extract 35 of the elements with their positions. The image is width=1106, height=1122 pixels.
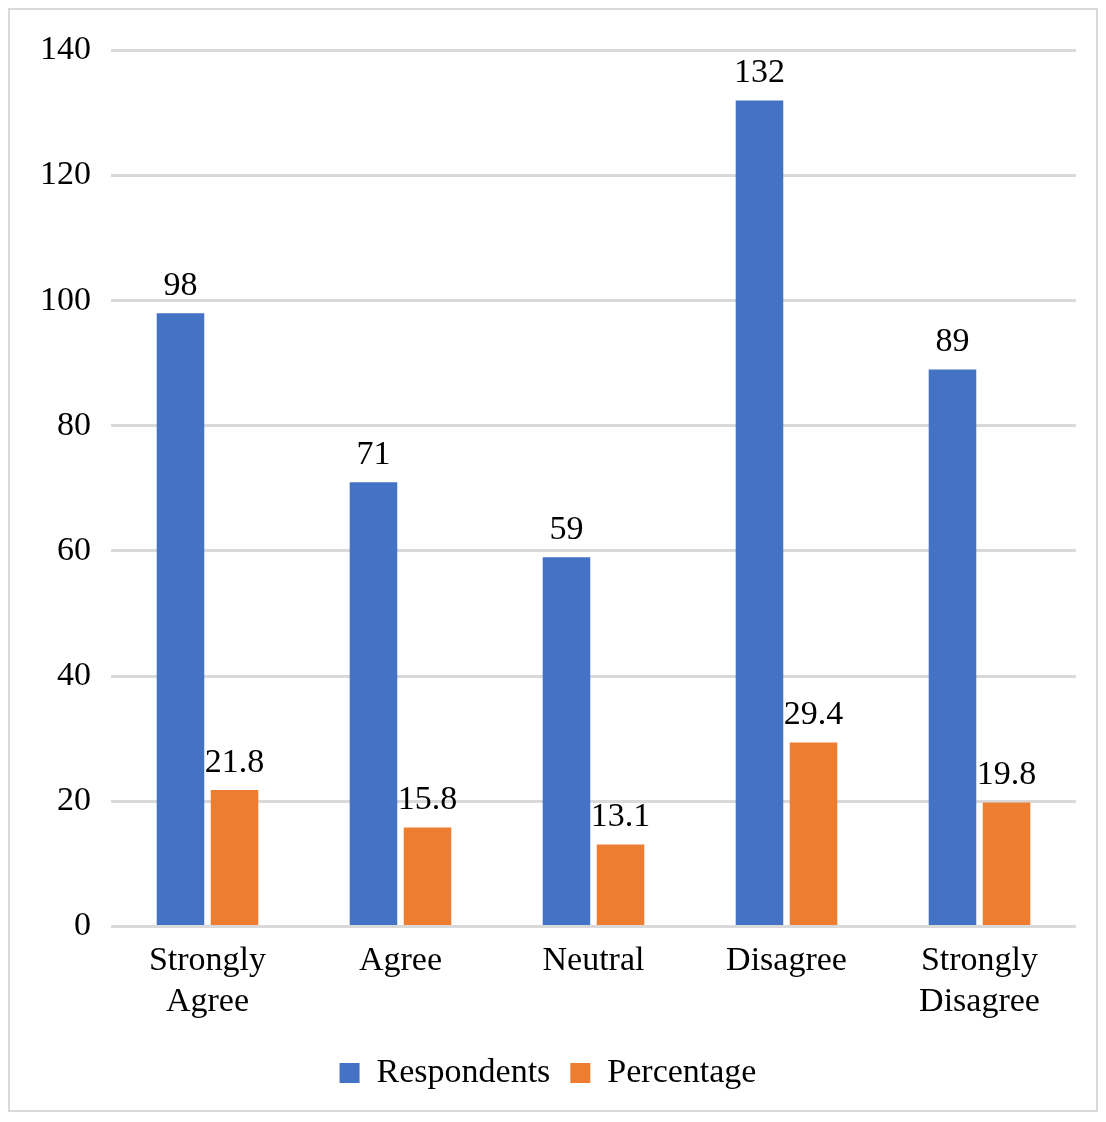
data-label: 132 — [733, 52, 785, 90]
y-tick-label: 0 — [74, 905, 91, 943]
x-tick-label: Strongly Disagree — [919, 939, 1040, 1018]
y-tick-label: 100 — [40, 279, 91, 317]
bar — [156, 313, 205, 925]
data-label: 98 — [163, 265, 198, 303]
bar — [735, 100, 784, 925]
data-label: 59 — [549, 509, 584, 547]
data-label: 15.8 — [397, 779, 458, 817]
x-tick-label: Disagree — [726, 939, 847, 977]
y-tick-label: 120 — [40, 154, 91, 192]
legend-label: Percentage — [607, 1051, 757, 1089]
bar — [928, 369, 977, 925]
data-label: 89 — [935, 321, 970, 359]
y-tick-label: 140 — [40, 29, 91, 67]
bar — [596, 844, 645, 925]
y-tick-label: 20 — [57, 780, 91, 818]
y-tick-label: 80 — [57, 404, 91, 442]
x-tick-label: Strongly Agree — [148, 939, 267, 1018]
data-label: 13.1 — [590, 796, 651, 834]
y-tick-label: 60 — [57, 529, 91, 567]
data-label: 21.8 — [204, 741, 265, 779]
legend-label: Respondents — [376, 1051, 551, 1089]
data-label: 29.4 — [783, 694, 844, 732]
data-label: 19.8 — [976, 754, 1037, 792]
bar — [982, 802, 1031, 925]
x-tick-label: Agree — [358, 939, 443, 977]
bar — [349, 482, 398, 925]
bar — [789, 742, 838, 925]
bar — [403, 827, 452, 925]
bar — [210, 789, 259, 925]
data-label: 71 — [356, 434, 391, 472]
y-tick-label: 40 — [57, 655, 91, 693]
bar — [542, 557, 591, 925]
x-tick-label: Neutral — [542, 939, 645, 977]
